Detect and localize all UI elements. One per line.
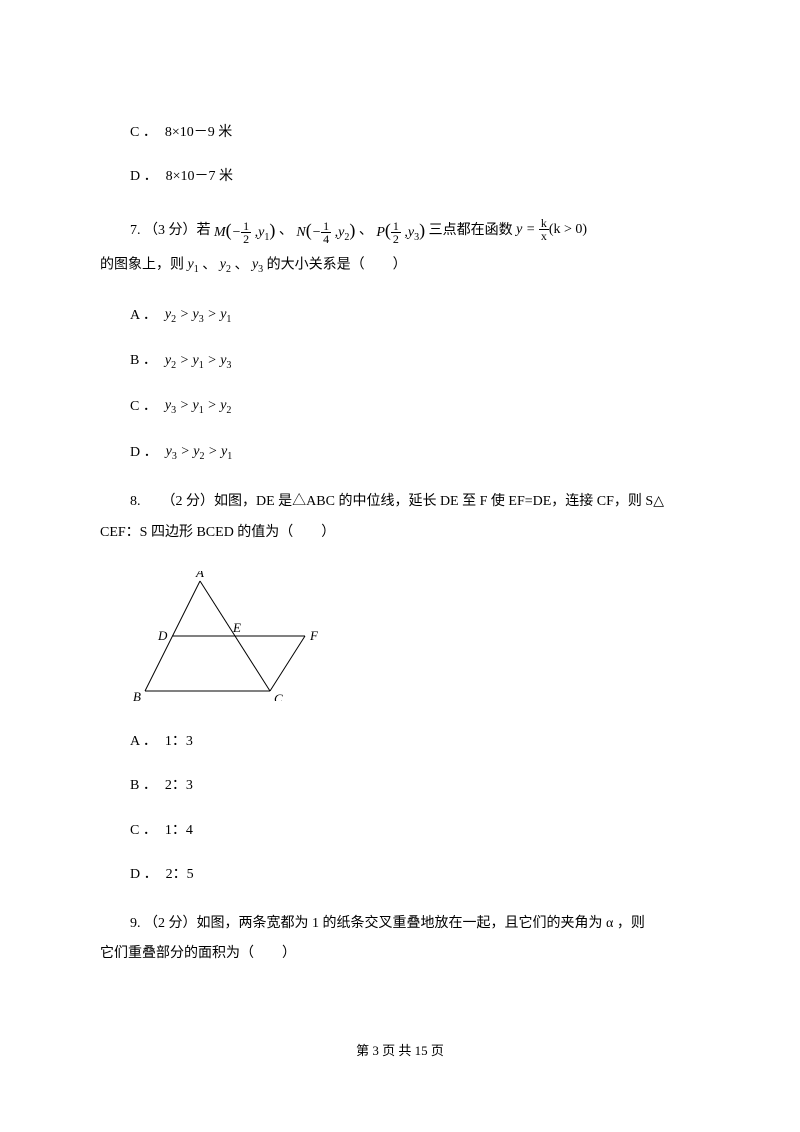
svg-text:F: F	[309, 628, 319, 643]
triangle-diagram-icon: A D E F B C	[130, 571, 330, 701]
y3: y3	[252, 250, 263, 281]
option-label: C ．	[130, 122, 157, 144]
q7-option-a: A ． y2 > y3 > y1	[130, 304, 700, 328]
q6-option-c: C ． 8×10－9 米	[130, 122, 700, 144]
option-text: 8×10－9 米	[165, 122, 232, 144]
q7-line2a: 的图象上，则	[100, 258, 188, 273]
q7-line2b: 的大小关系是（ ）	[267, 258, 407, 273]
svg-text:D: D	[157, 628, 168, 643]
q8-option-a: A ． 1：3	[130, 731, 700, 753]
q7-option-d: D ． y3 > y2 > y1	[130, 441, 700, 465]
page-content: C ． 8×10－9 米 D ． 8×10－7 米 7. （3 分）若 M(−1…	[0, 0, 800, 1032]
svg-text:A: A	[195, 571, 204, 580]
q7-option-c: C ． y3 > y1 > y2	[130, 395, 700, 419]
q7-text: 7. （3 分）若 M(−12 ,y1) 、 N(−14 ,y2) 、 P(12…	[100, 211, 700, 282]
q8-diagram: A D E F B C	[130, 571, 700, 709]
q7-func: y = kx(k > 0)	[516, 215, 587, 246]
comma: 、	[279, 223, 297, 238]
q8-text: 8. （2 分）如图，DE 是△ABC 的中位线，延长 DE 至 F 使 EF=…	[100, 487, 700, 549]
y2: y2	[220, 250, 231, 281]
y1: y1	[188, 250, 199, 281]
q8-option-c: C ． 1：4	[130, 820, 700, 842]
comma: 、	[359, 223, 377, 238]
point-p: P(12 ,y3)	[376, 211, 425, 251]
q7-mid: 三点都在函数	[429, 223, 517, 238]
svg-text:B: B	[133, 689, 141, 701]
q8-option-d: D ． 2：5	[130, 864, 700, 886]
q8-option-b: B ． 2：3	[130, 775, 700, 797]
option-label: D ．	[130, 166, 158, 188]
q6-option-d: D ． 8×10－7 米	[130, 166, 700, 188]
q9-text: 9. （2 分）如图，两条宽都为 1 的纸条交叉重叠地放在一起，且它们的夹角为 …	[100, 909, 700, 971]
page-footer: 第 3 页 共 15 页	[0, 1041, 800, 1062]
point-n: N(−14 ,y2)	[296, 211, 355, 251]
q7-option-b: B ． y2 > y1 > y3	[130, 350, 700, 374]
svg-text:C: C	[274, 691, 283, 701]
svg-text:E: E	[232, 620, 241, 635]
q7-prefix: 7. （3 分）若	[130, 223, 214, 238]
point-m: M(−12 ,y1)	[214, 211, 275, 251]
option-text: 8×10－7 米	[166, 166, 233, 188]
